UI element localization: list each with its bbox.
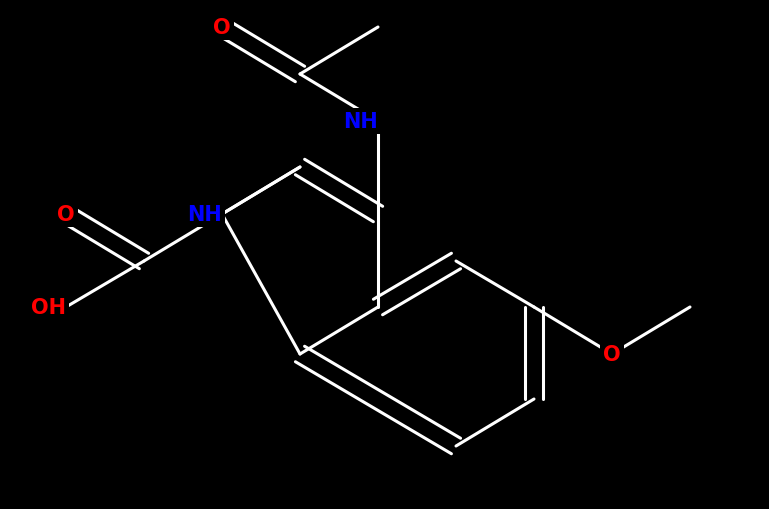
Text: O: O (57, 205, 75, 224)
Text: NH: NH (187, 205, 222, 224)
Text: O: O (603, 344, 621, 364)
Text: OH: OH (31, 297, 66, 318)
Text: NH: NH (343, 112, 378, 132)
Text: O: O (213, 18, 231, 38)
